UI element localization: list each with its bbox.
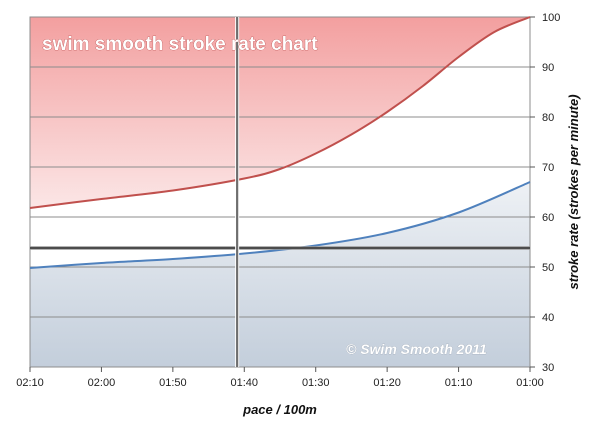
y-tick-label: 90 (542, 62, 554, 74)
upper-series-area (30, 17, 530, 208)
copyright-text: © Swim Smooth 2011 (346, 341, 487, 357)
x-tick-label: 01:30 (302, 377, 330, 389)
x-tick-label: 01:40 (231, 377, 259, 389)
plot-border (29, 16, 531, 368)
x-tick-label: 02:00 (88, 377, 116, 389)
lower-series-line (29, 181, 531, 269)
x-axis-ticks: 02:10 02:00 01:50 01:40 01:30 01:20 01:10 01:00 (16, 367, 544, 389)
y-tick-label: 30 (542, 362, 554, 374)
y-axis-label: stroke rate (strokes per minute) (566, 94, 581, 289)
x-tick-label: 01:50 (159, 377, 187, 389)
y-tick-label: 40 (542, 312, 554, 324)
y-tick-label: 50 (542, 262, 554, 274)
x-tick-label: 01:20 (373, 377, 401, 389)
upper-series-line (29, 16, 531, 209)
x-tick-label: 02:10 (16, 377, 44, 389)
y-tick-label: 60 (542, 212, 554, 224)
y-tick-label: 100 (542, 12, 560, 24)
y-tick-label: 70 (542, 162, 554, 174)
x-tick-label: 01:00 (516, 377, 544, 389)
lower-series-area (30, 182, 530, 367)
x-tick-label: 01:10 (445, 377, 473, 389)
y-tick-label: 80 (542, 112, 554, 124)
y-axis-ticks: 30 40 50 60 70 80 90 100 (530, 12, 560, 374)
chart-title: swim smooth stroke rate chart (42, 34, 318, 55)
x-axis-label: pace / 100m (242, 402, 317, 417)
